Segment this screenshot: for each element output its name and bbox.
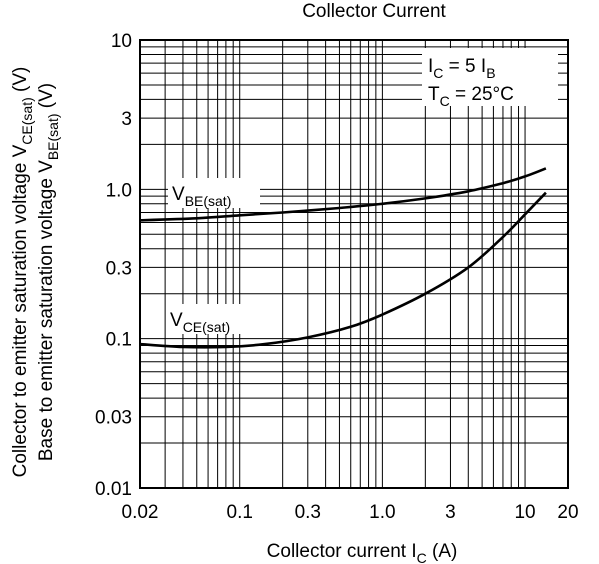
x-tick-label: 1.0 (369, 502, 395, 523)
y-tick-label: 1.0 (106, 180, 132, 201)
y-tick-label: 0.3 (106, 258, 132, 279)
y-tick-label: 0.03 (95, 408, 132, 429)
series-label: VBE(sat) (172, 184, 231, 209)
y-axis-label-be: Base to emitter saturation voltage VBE(s… (36, 83, 61, 461)
y-tick-label: 0.1 (106, 330, 132, 351)
series-label-bg (168, 178, 260, 208)
x-axis-label: Collector current IC (A) (267, 541, 458, 564)
y-tick-label: 0.01 (95, 479, 132, 500)
annotation-text: TC = 25°C (428, 84, 514, 109)
x-tick-label: 20 (557, 502, 578, 523)
x-tick-label: 10 (514, 502, 535, 523)
x-tick-label: 3 (445, 502, 456, 523)
data-curves (139, 167, 547, 349)
series-labels: VBE(sat) VCE(sat) IC = 5 IB TC = 25°C (166, 48, 558, 335)
series-line (139, 191, 547, 349)
y-tick-label: 3 (121, 109, 132, 130)
series-label: VCE(sat) (170, 310, 230, 335)
y-axis-label-ce: Collector to emitter saturation voltage … (10, 67, 35, 478)
x-tick-label: 0.1 (227, 502, 253, 523)
tick-labels: 0.02 0.1 0.3 1.0 3 10 20 10 3 1.0 0.3 0.1 0.03 0.01 (95, 31, 579, 523)
series-label-bg (166, 304, 256, 334)
x-tick-label: 0.3 (295, 502, 321, 523)
series-line (139, 167, 547, 222)
annotation-bg (422, 48, 558, 106)
chart-title: Collector Current (302, 1, 446, 22)
plot-frame (139, 39, 569, 489)
y-tick-label: 10 (111, 31, 132, 52)
grid-lines (140, 40, 568, 488)
annotation-text: IC = 5 IB (428, 56, 496, 81)
x-tick-label: 0.02 (122, 502, 159, 523)
